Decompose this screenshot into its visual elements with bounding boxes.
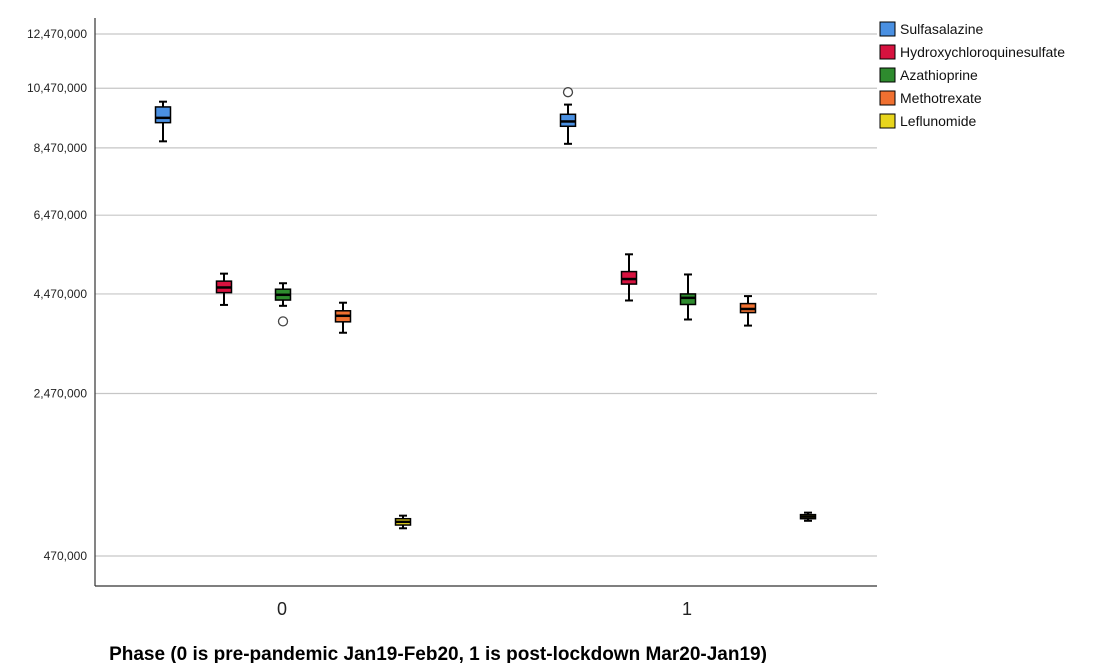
box-plot xyxy=(334,301,352,334)
box-plot xyxy=(274,282,292,327)
y-tick-label: 6,470,000 xyxy=(34,208,88,222)
x-axis-title: Phase (0 is pre-pandemic Jan19-Feb20, 1 … xyxy=(109,644,767,663)
legend-label: Leflunomide xyxy=(900,113,976,129)
box-plot xyxy=(739,295,757,327)
legend-swatch xyxy=(879,21,896,37)
box-plot xyxy=(394,514,412,530)
legend: Sulfasalazine Hydroxychloroquinesulfate Az… xyxy=(879,21,1065,129)
y-tick-label: 8,470,000 xyxy=(34,141,88,155)
legend-item: Methotrexate xyxy=(879,90,982,106)
y-tick-label: 4,470,000 xyxy=(34,287,88,301)
box-iqr xyxy=(679,293,697,306)
legend-swatch xyxy=(879,90,896,106)
outlier-point xyxy=(562,87,574,98)
y-axis-tick-labels: 470,000 2,470,000 4,470,000 6,470,000 8,470,… xyxy=(27,27,87,563)
x-tick-label: 0 xyxy=(277,599,287,619)
outlier-point xyxy=(277,316,289,327)
box-plot xyxy=(559,87,577,145)
box-plots xyxy=(154,87,817,530)
box-plot xyxy=(799,511,817,522)
box-plot xyxy=(679,273,697,321)
x-tick-label: 1 xyxy=(682,599,692,619)
y-tick-label: 2,470,000 xyxy=(34,386,88,400)
legend-item: Azathioprine xyxy=(879,67,978,83)
legend-swatch xyxy=(879,67,896,83)
legend-item: Leflunomide xyxy=(879,113,976,129)
legend-item: Hydroxychloroquinesulfate xyxy=(879,44,1065,60)
legend-label: Azathioprine xyxy=(900,67,978,83)
gridlines xyxy=(95,33,877,557)
y-tick-label: 12,470,000 xyxy=(27,27,87,41)
box-iqr xyxy=(154,106,172,124)
box-plot xyxy=(620,253,638,302)
legend-label: Methotrexate xyxy=(900,90,982,106)
legend-item: Sulfasalazine xyxy=(879,21,983,37)
axes xyxy=(94,18,877,587)
box-plot xyxy=(154,100,172,143)
legend-swatch xyxy=(879,113,896,129)
box-plot xyxy=(215,272,233,306)
legend-label: Hydroxychloroquinesulfate xyxy=(900,44,1065,60)
legend-label: Sulfasalazine xyxy=(900,21,983,37)
legend-swatch xyxy=(879,44,896,60)
y-tick-label: 10,470,000 xyxy=(27,81,87,95)
y-tick-label: 470,000 xyxy=(44,549,88,563)
